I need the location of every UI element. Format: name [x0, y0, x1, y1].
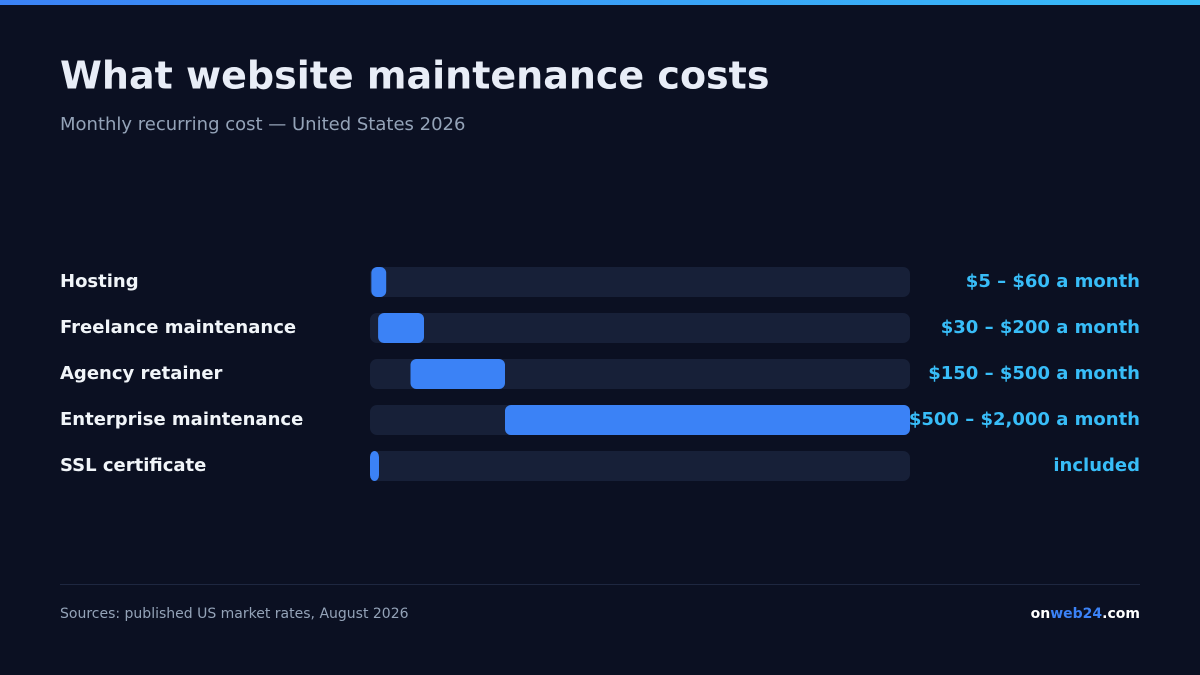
bar-track: [370, 451, 910, 481]
chart-subtitle: Monthly recurring cost — United States 2…: [60, 114, 465, 135]
category-label: SSL certificate: [60, 455, 206, 476]
value-label: $500 – $2,000 a month: [909, 409, 1140, 430]
category-label: Enterprise maintenance: [60, 409, 303, 430]
range-bar: [378, 313, 424, 343]
source-note: Sources: published US market rates, Augu…: [60, 606, 409, 622]
category-label: Agency retainer: [60, 363, 223, 384]
chart-title: What website maintenance costs: [60, 54, 769, 98]
range-bar: [371, 267, 387, 297]
brand-part: .com: [1102, 606, 1140, 622]
brand-part: on: [1031, 606, 1051, 622]
range-bar: [410, 359, 505, 389]
range-bar: [370, 451, 379, 481]
value-label: $30 – $200 a month: [941, 317, 1140, 338]
value-label: $150 – $500 a month: [928, 363, 1140, 384]
value-label: $5 – $60 a month: [966, 271, 1140, 292]
category-label: Freelance maintenance: [60, 317, 296, 338]
category-label: Hosting: [60, 271, 139, 292]
range-bar: [505, 405, 910, 435]
brand: onweb24.com: [1031, 606, 1140, 622]
bar-track: [370, 267, 910, 297]
bar-track: [370, 313, 910, 343]
value-label: included: [1053, 455, 1140, 476]
top-accent: [0, 0, 1200, 5]
brand-part: web24: [1050, 606, 1102, 622]
